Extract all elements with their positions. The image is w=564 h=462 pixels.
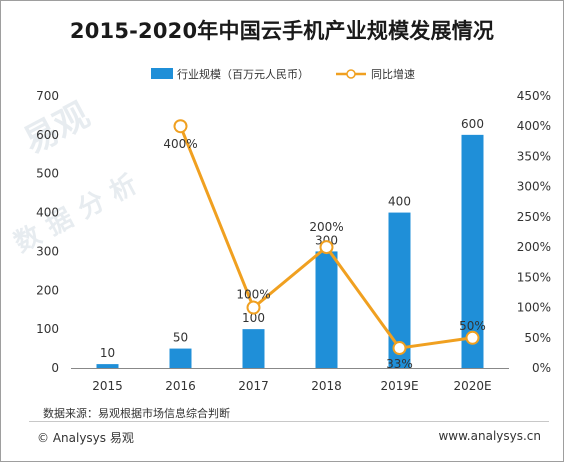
x-tick-label: 2015 [92, 379, 123, 393]
y-left-tick-label: 300 [36, 244, 59, 258]
y-right-tick-label: 250% [517, 210, 551, 224]
bar [242, 329, 265, 368]
y-right-tick-label: 50% [524, 331, 551, 345]
y-left-tick-label: 0 [51, 361, 59, 375]
bar-value-label: 100 [242, 311, 265, 325]
y-right-tick-label: 350% [517, 149, 551, 163]
growth-value-label: 200% [309, 220, 343, 234]
legend-line-label: 同比增速 [371, 67, 415, 81]
x-tick-label: 2017 [238, 379, 269, 393]
y-left-tick-label: 100 [36, 322, 59, 336]
footer-divider [29, 421, 549, 422]
x-tick-label: 2018 [311, 379, 342, 393]
growth-point [392, 341, 407, 356]
chart-title: 2015-2020年中国云手机产业规模发展情况 [69, 19, 495, 43]
y-right-tick-label: 300% [517, 180, 551, 194]
brand-label: © Analysys 易观 [37, 431, 134, 445]
growth-point [465, 330, 480, 345]
growth-value-label: 33% [386, 357, 413, 371]
bar-value-label: 400 [388, 195, 411, 209]
y-right-tick-label: 100% [517, 301, 551, 315]
growth-value-label: 400% [163, 137, 197, 151]
bar [388, 212, 411, 368]
bar-value-label: 50 [173, 331, 188, 345]
y-left-tick-label: 600 [36, 128, 59, 142]
y-left-tick-label: 200 [36, 283, 59, 297]
bar [169, 348, 192, 368]
bar [96, 364, 119, 368]
combo-chart: 行业规模（百万元人民币） 同比增速 0 100 200 300 400 500 600 700 0%… [36, 67, 551, 393]
legend-bar-label: 行业规模（百万元人民币） [177, 67, 309, 81]
growth-point [173, 119, 188, 134]
growth-point [246, 300, 261, 315]
y-left-tick-label: 700 [36, 89, 59, 103]
bar-value-label: 10 [100, 346, 115, 360]
x-tick-label: 2016 [165, 379, 196, 393]
growth-value-label: 100% [236, 288, 270, 302]
y-right-tick-label: 450% [517, 89, 551, 103]
x-tick-label: 2020E [453, 379, 491, 393]
y-right-tick-label: 400% [517, 119, 551, 133]
legend-bar-swatch [151, 68, 173, 79]
y-right-tick-label: 150% [517, 270, 551, 284]
y-right-tick-label: 0% [532, 361, 551, 375]
growth-value-label: 50% [459, 319, 486, 333]
data-source-note: 数据来源：易观根据市场信息综合判断 [43, 407, 230, 420]
website-link[interactable]: www.analysys.cn [438, 429, 541, 443]
bar [461, 134, 484, 368]
legend-line-marker [346, 69, 356, 79]
y-left-tick-label: 400 [36, 206, 59, 220]
bar-value-label: 600 [461, 117, 484, 131]
y-left-tick-label: 500 [36, 167, 59, 181]
y-right-tick-label: 200% [517, 240, 551, 254]
x-tick-label: 2019E [380, 379, 418, 393]
growth-point [319, 240, 334, 255]
bar [315, 251, 338, 368]
